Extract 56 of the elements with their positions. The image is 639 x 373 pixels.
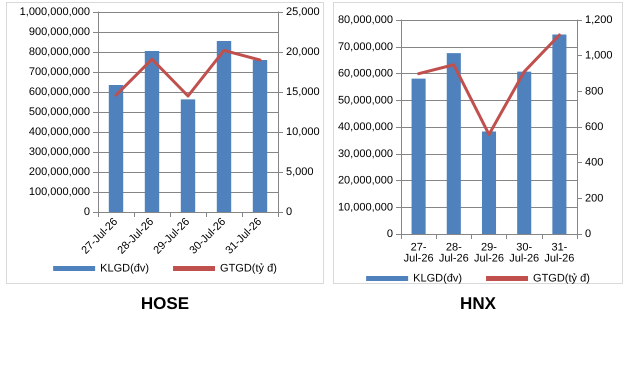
y2-tick-label: 600 bbox=[585, 121, 604, 133]
y-tick-label: 0 bbox=[386, 228, 393, 240]
y-tick-label: 0 bbox=[84, 206, 90, 218]
x-tick-label: 30-Jul-26 bbox=[509, 242, 540, 264]
y-tick-label: 200,000,000 bbox=[28, 166, 90, 178]
text: HNX bbox=[460, 294, 497, 313]
x-tick-label: 29-Jul-26 bbox=[474, 242, 504, 264]
bar bbox=[412, 78, 426, 234]
x-tick-label: 28-Jul-26 bbox=[438, 242, 469, 264]
y-tick-label: 60,000,000 bbox=[338, 68, 393, 80]
y-tick-label: 800,000,000 bbox=[28, 46, 90, 58]
y-tick-label: 30,000,000 bbox=[338, 148, 393, 160]
y2-tick-label: 15,000 bbox=[286, 86, 320, 98]
y2-tick-label: 1,000 bbox=[585, 50, 613, 62]
bar bbox=[252, 60, 268, 212]
y-tick-label: 500,000,000 bbox=[28, 106, 90, 118]
x-tick-label: 31-Jul-26 bbox=[544, 242, 574, 264]
y-tick-label: 400,000,000 bbox=[28, 126, 90, 138]
y2-tick-label: 25,000 bbox=[286, 6, 320, 18]
y-tick-label: 600,000,000 bbox=[28, 86, 90, 98]
y2-tick-label: 0 bbox=[286, 206, 292, 218]
y2-tick-label: 5,000 bbox=[286, 166, 314, 178]
y-tick-label: 80,000,000 bbox=[338, 14, 393, 26]
y2-tick-label: 800 bbox=[585, 85, 604, 98]
y-tick-label: 70,000,000 bbox=[338, 40, 393, 53]
y2-tick-label: 0 bbox=[585, 228, 592, 240]
y-tick-label: 900,000,000 bbox=[28, 26, 90, 38]
y-tick-label: 300,000,000 bbox=[28, 146, 90, 158]
y-tick-label: 1,000,000,000 bbox=[20, 6, 90, 18]
legend-label: GTGD(tỷ đ) bbox=[220, 262, 277, 274]
bar bbox=[482, 132, 496, 234]
bar bbox=[216, 41, 232, 212]
bar bbox=[552, 34, 566, 234]
text: HOSE bbox=[140, 294, 190, 313]
bar bbox=[517, 72, 532, 234]
y2-tick-label: 10,000 bbox=[286, 126, 320, 138]
line-series bbox=[417, 33, 561, 136]
y2-tick-label: 20,000 bbox=[286, 46, 320, 58]
y-tick-label: 100,000,000 bbox=[28, 186, 90, 198]
line-series bbox=[114, 48, 262, 98]
x-tick-label: 27-Jul-26 bbox=[404, 242, 434, 264]
bar bbox=[446, 53, 461, 234]
y-tick-label: 20,000,000 bbox=[338, 174, 393, 186]
legend-label: KLGD(đv) bbox=[100, 262, 150, 274]
bar bbox=[108, 85, 124, 212]
y-tick-label: 50,000,000 bbox=[338, 94, 393, 106]
legend-label: GTGD(tỷ đ) bbox=[533, 272, 590, 284]
y-tick-label: 700,000,000 bbox=[28, 66, 90, 78]
bar bbox=[144, 51, 160, 212]
legend-label: KLGD(đv) bbox=[413, 272, 462, 284]
bar bbox=[180, 99, 196, 212]
y2-tick-label: 1,200 bbox=[585, 14, 613, 26]
y2-tick-label: 200 bbox=[585, 192, 604, 204]
y2-tick-label: 400 bbox=[585, 156, 604, 169]
y-tick-label: 10,000,000 bbox=[338, 201, 393, 214]
y-tick-label: 40,000,000 bbox=[338, 121, 393, 133]
